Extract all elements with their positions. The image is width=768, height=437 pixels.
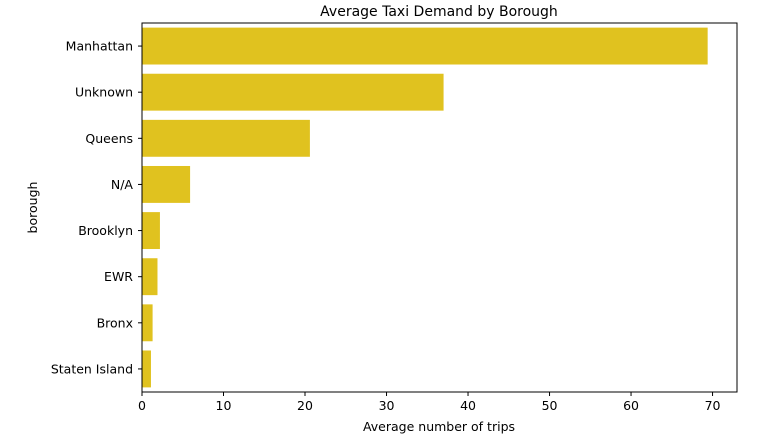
bars-group [142,27,708,388]
y-tick-label: Unknown [75,85,133,100]
bar-brooklyn [142,212,160,250]
bar-unknown [142,73,444,111]
bar-n-a [142,165,191,203]
chart-title: Average Taxi Demand by Borough [320,4,558,20]
x-tick-label: 60 [623,398,639,413]
plot-frame [141,22,738,393]
y-tick-label: Manhattan [66,39,133,54]
x-axis-ticks: 0 10 20 30 40 50 60 70 [138,392,721,413]
x-tick-label: 70 [705,398,721,413]
y-axis-label: borough [25,182,40,234]
y-tick-label: Bronx [97,315,133,330]
bar-bronx [142,304,153,342]
bar-manhattan [142,27,708,65]
y-tick-label: Brooklyn [78,223,133,238]
x-tick-label: 30 [379,398,395,413]
y-axis-ticks: Manhattan Unknown Queens N/A Brooklyn EWR Bron… [51,39,142,376]
x-tick-label: 20 [297,398,313,413]
x-axis-label: Average number of trips [363,419,515,434]
x-tick-label: 10 [216,398,232,413]
bar-staten-island [142,350,151,388]
x-tick-label: 40 [460,398,476,413]
y-tick-label: Staten Island [51,361,133,376]
y-tick-label: Queens [85,131,133,146]
y-tick-label: EWR [104,269,133,284]
y-tick-label: N/A [111,177,134,192]
bar-queens [142,119,310,157]
bar-ewr [142,258,158,296]
x-tick-label: 0 [138,398,146,413]
x-tick-label: 50 [542,398,558,413]
